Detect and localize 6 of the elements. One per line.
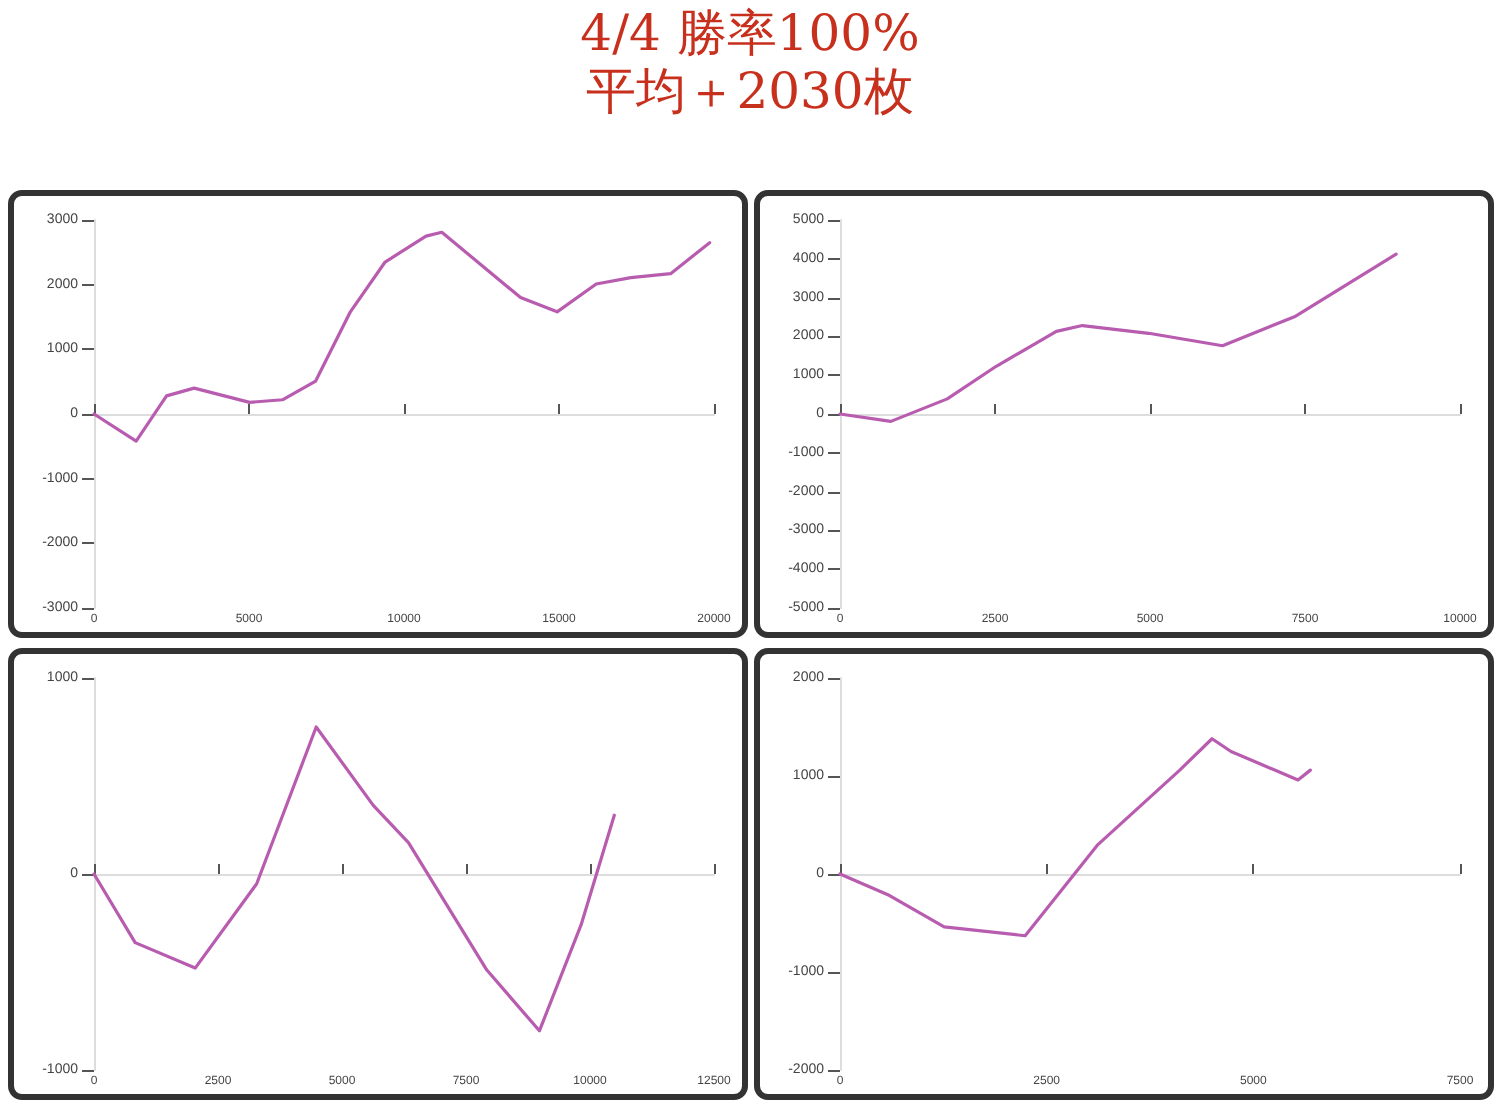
line-series	[838, 737, 1312, 938]
chart-title: 4/4 勝率100%	[578, 4, 922, 62]
line-series	[838, 252, 1398, 423]
chart-subtitle: 平均＋2030枚	[584, 62, 916, 120]
line-series	[92, 230, 712, 443]
line-series	[92, 725, 616, 1033]
